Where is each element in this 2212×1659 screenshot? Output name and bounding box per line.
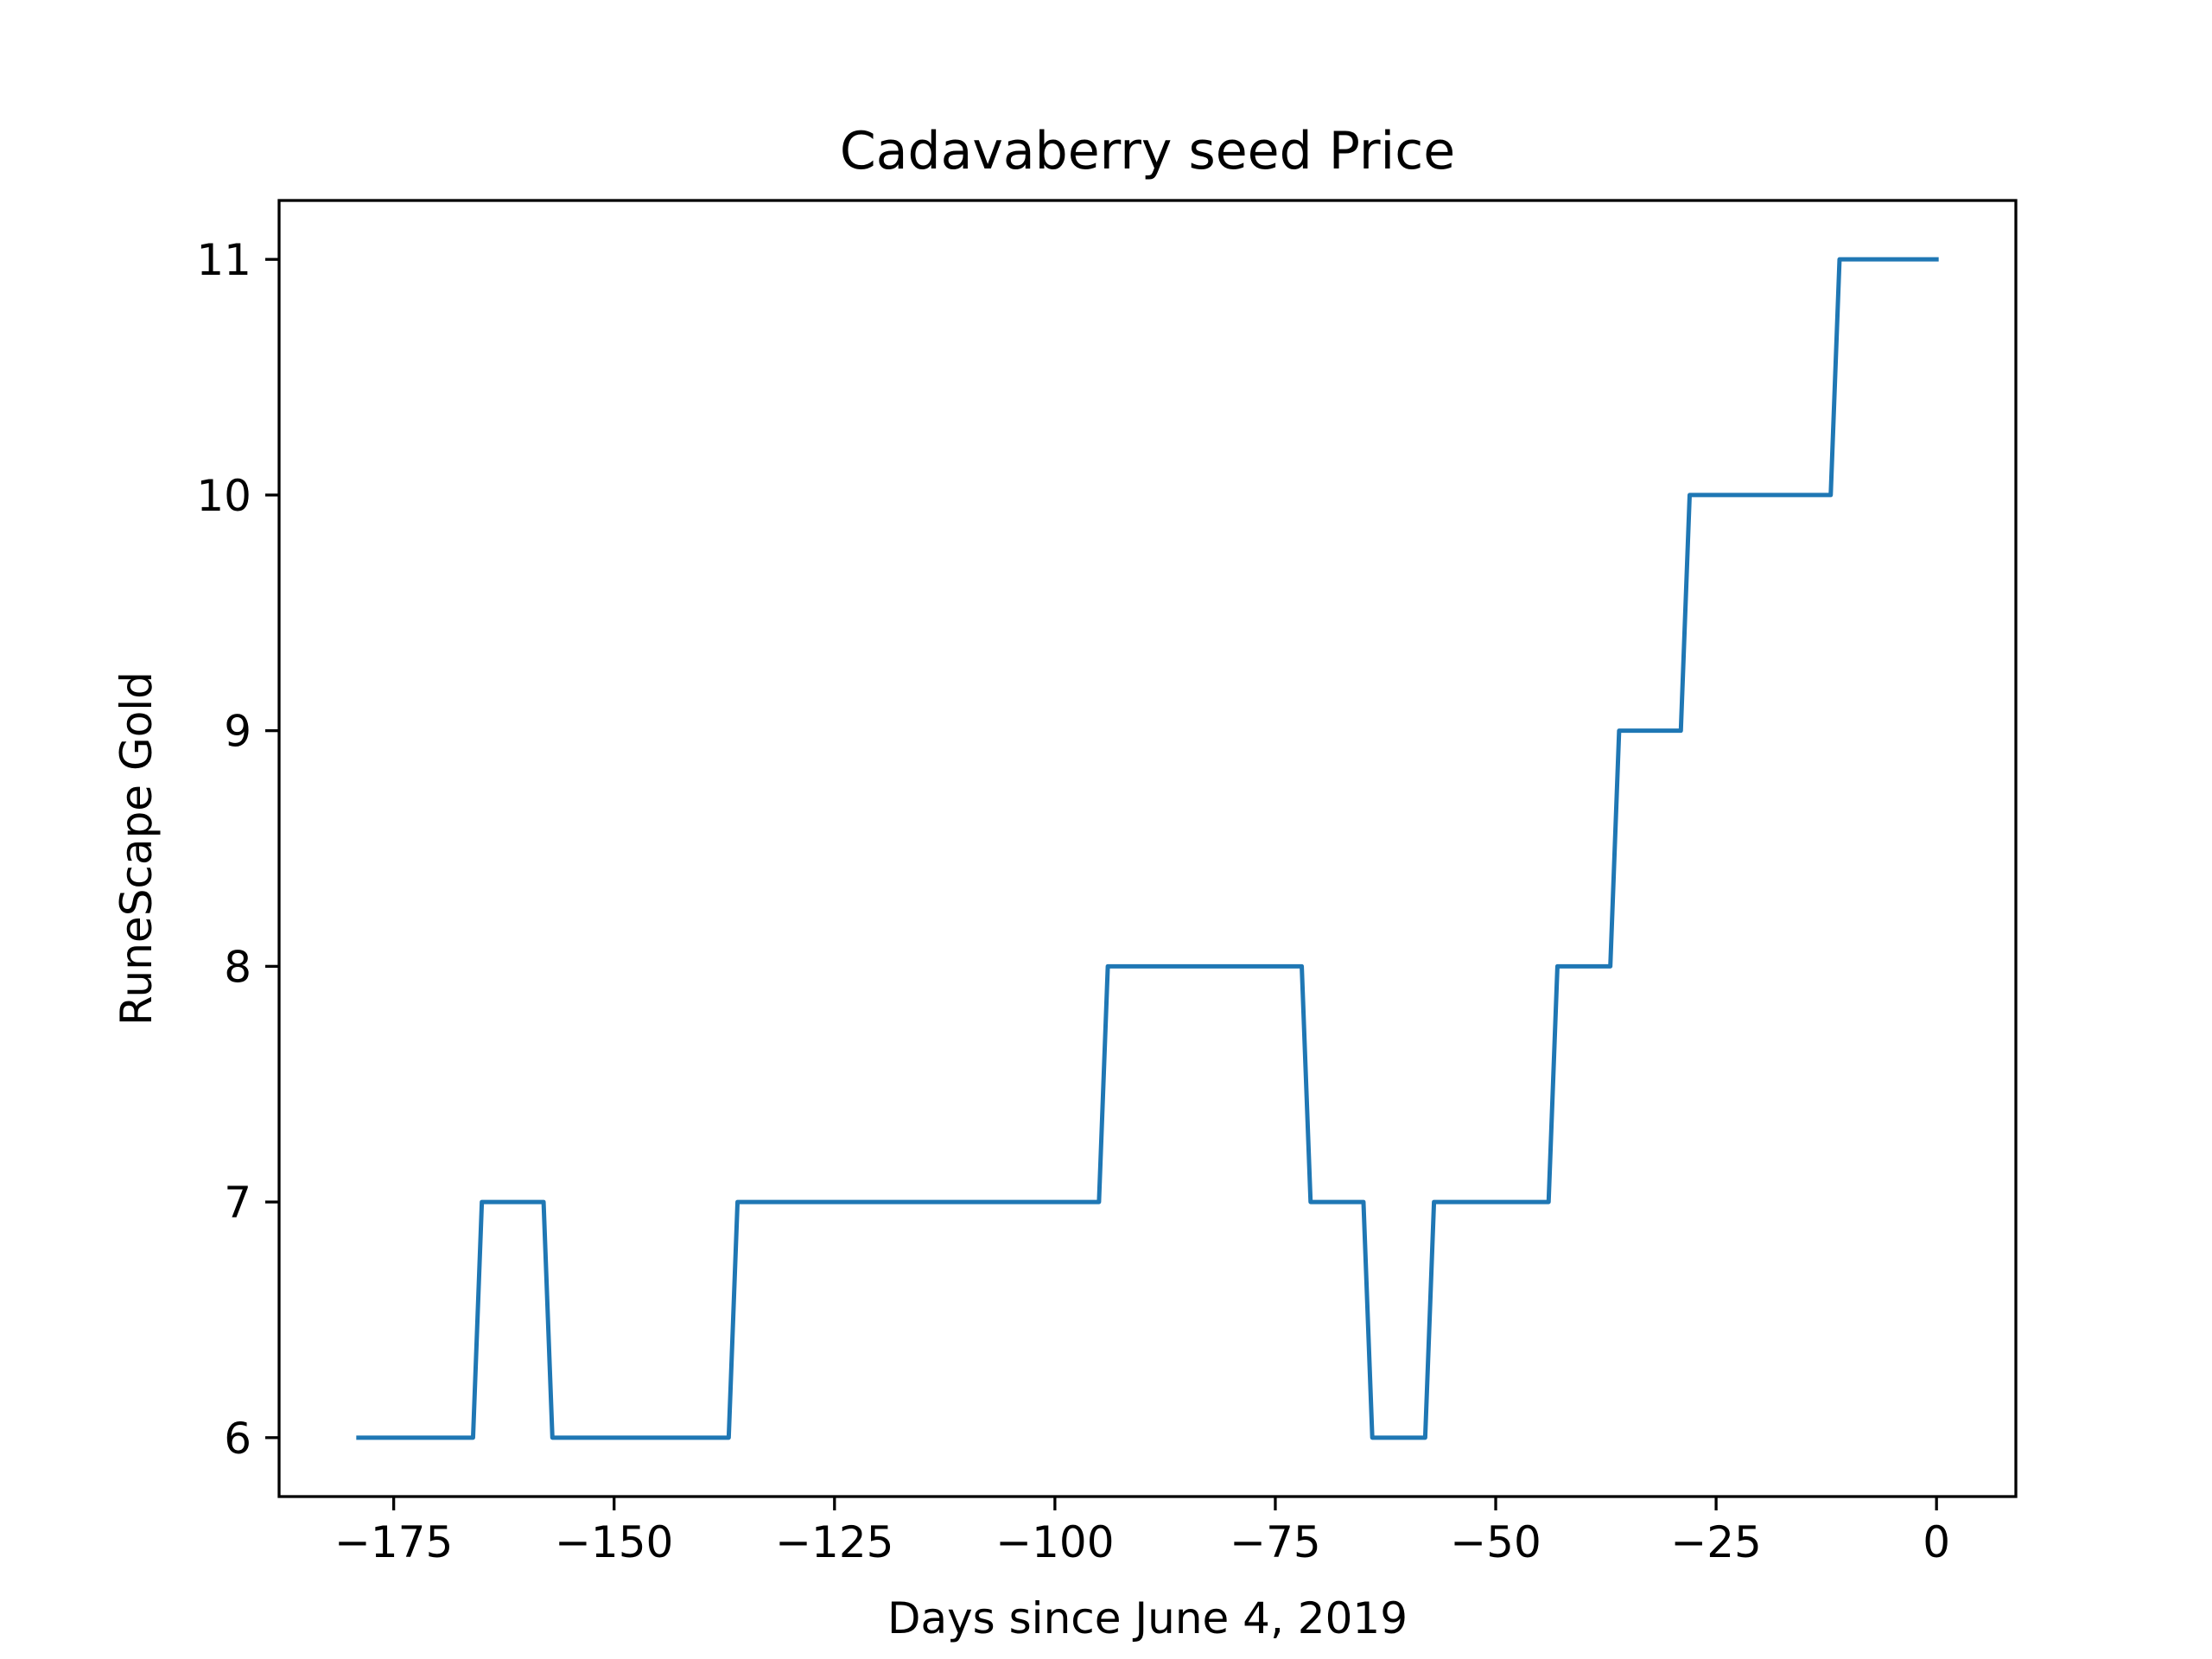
- y-tick-label: 9: [224, 707, 251, 757]
- series-line-0: [356, 257, 1939, 1440]
- y-tick-label: 8: [224, 942, 251, 992]
- x-tick-label: −75: [1230, 1517, 1321, 1567]
- y-axis-label: RuneScape Gold: [111, 671, 162, 1026]
- x-tick-label: −100: [995, 1517, 1114, 1567]
- x-tick-label: −25: [1670, 1517, 1762, 1567]
- y-tick-label: 10: [196, 471, 251, 521]
- axes-frame: [277, 199, 2018, 1498]
- x-tick-label: −50: [1450, 1517, 1541, 1567]
- x-axis: −175 −150 −125 −100 −75 −50 −25 0: [334, 1497, 1950, 1567]
- x-tick-label: −125: [775, 1517, 893, 1567]
- plot-area: [356, 257, 1939, 1440]
- x-axis-label: Days since June 4, 2019: [887, 1593, 1408, 1643]
- x-tick-label: −175: [334, 1517, 453, 1567]
- y-tick-label: 11: [196, 235, 251, 285]
- x-tick-label: −150: [555, 1517, 673, 1567]
- chart-title: Cadavaberry seed Price: [840, 121, 1455, 181]
- x-tick-label: 0: [1923, 1517, 1950, 1567]
- y-tick-label: 6: [224, 1414, 251, 1464]
- y-axis: 6 7 8 9 10 11: [196, 235, 279, 1464]
- y-tick-label: 7: [224, 1178, 251, 1228]
